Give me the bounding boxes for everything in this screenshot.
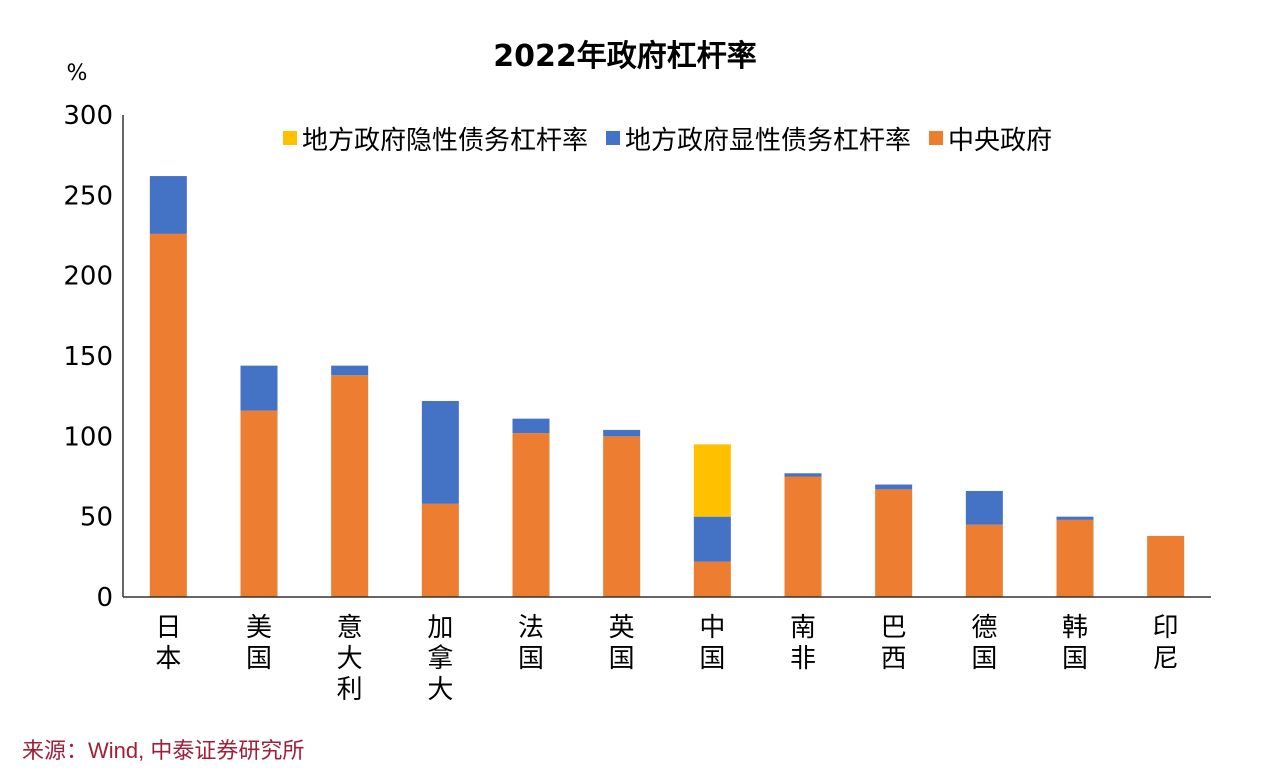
bar-segment [784, 476, 822, 597]
bar-segment [784, 473, 822, 477]
bar-segment [1056, 516, 1094, 520]
bar-segment [965, 490, 1003, 525]
bar-segment [875, 484, 913, 490]
legend-swatch [929, 131, 944, 145]
bar-segment [512, 433, 550, 597]
bar-segment [603, 429, 641, 437]
bar-segment [149, 176, 187, 234]
bar-segment [421, 400, 459, 504]
bar-segment [331, 375, 369, 597]
bar-segment [149, 233, 187, 598]
x-tick-label: 美国 [246, 613, 272, 674]
chart-title: 2022年政府杠杆率 [493, 39, 757, 74]
y-tick-label: 0 [96, 583, 113, 613]
y-tick-label: 250 [63, 181, 113, 211]
x-tick-label: 中国 [699, 613, 725, 674]
legend-swatch [606, 131, 621, 145]
bar-segment [693, 561, 731, 597]
legend-label: 地方政府显性债务杠杆率 [625, 126, 911, 156]
x-tick-label: 意大利 [337, 613, 363, 705]
y-tick-label: 200 [63, 262, 113, 292]
x-tick-label: 印尼 [1153, 613, 1179, 674]
bar-segment [693, 516, 731, 562]
source-note: 来源：Wind, 中泰证券研究所 [22, 738, 305, 763]
bar-segment [965, 524, 1003, 597]
legend-swatch [283, 131, 297, 145]
bar-segment [240, 410, 278, 597]
legend-label: 中央政府 [948, 126, 1052, 156]
y-tick-label: 150 [63, 342, 113, 372]
y-tick-label: 300 [63, 101, 113, 131]
x-tick-label: 法国 [518, 613, 544, 674]
bar-segment [603, 436, 641, 597]
bar-segment [421, 503, 459, 597]
x-tick-label: 日本 [155, 613, 181, 674]
y-tick-label: 50 [80, 503, 113, 533]
legend-label: 地方政府隐性债务杠杆率 [302, 126, 588, 156]
bar-segment [1147, 535, 1185, 597]
y-axis-label: % [67, 61, 88, 86]
x-tick-label: 英国 [609, 613, 635, 674]
bar-segment [331, 365, 369, 376]
bar-segment [693, 444, 731, 517]
bar-segment [240, 365, 278, 411]
x-tick-label: 加拿大 [427, 613, 453, 705]
bar-segment [1056, 519, 1094, 597]
y-tick-label: 100 [63, 422, 113, 452]
bar-segment [875, 489, 913, 597]
bar-segment [512, 418, 550, 434]
x-tick-label: 巴西 [881, 613, 907, 674]
x-tick-label: 德国 [971, 613, 997, 674]
x-tick-label: 韩国 [1062, 613, 1088, 674]
x-tick-label: 南非 [790, 613, 816, 674]
